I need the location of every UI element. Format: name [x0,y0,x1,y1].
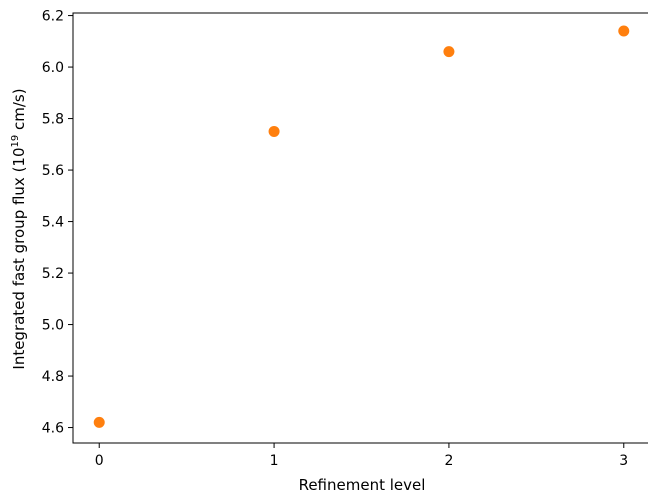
y-axis-ticks: 4.6 4.8 5.0 5.2 5.4 5.6 5.8 6.0 6.2 [42,9,73,437]
x-tick-label: 1 [270,453,279,469]
y-tick-label: 6.0 [42,60,64,76]
x-axis-label: Refinement level [299,476,426,493]
y-axis-label-superscript: 19 [10,135,21,148]
y-tick-label: 4.8 [42,369,64,385]
y-tick-label: 4.6 [42,421,64,437]
x-tick-label: 3 [619,453,628,469]
x-axis-ticks: 0 1 2 3 [95,443,628,469]
data-points [93,25,630,428]
y-tick-label: 6.2 [42,9,64,25]
data-point [93,416,105,428]
y-tick-label: 5.2 [42,266,64,282]
y-axis-label: Integrated fast group flux (1019 cm/s) [10,88,28,369]
y-tick-label: 5.4 [42,215,64,231]
data-point [618,25,630,37]
y-axis-label-prefix: Integrated fast group flux (10 [10,147,28,369]
x-tick-label: 0 [95,453,104,469]
data-point [443,46,455,58]
data-point [268,125,280,137]
y-axis-label-suffix: cm/s) [10,88,28,134]
y-tick-label: 5.0 [42,318,64,334]
plot-frame [72,12,648,444]
plot-area [72,12,648,444]
x-tick-label: 2 [444,453,453,469]
y-tick-label: 5.6 [42,163,64,179]
y-tick-label: 5.8 [42,112,64,128]
